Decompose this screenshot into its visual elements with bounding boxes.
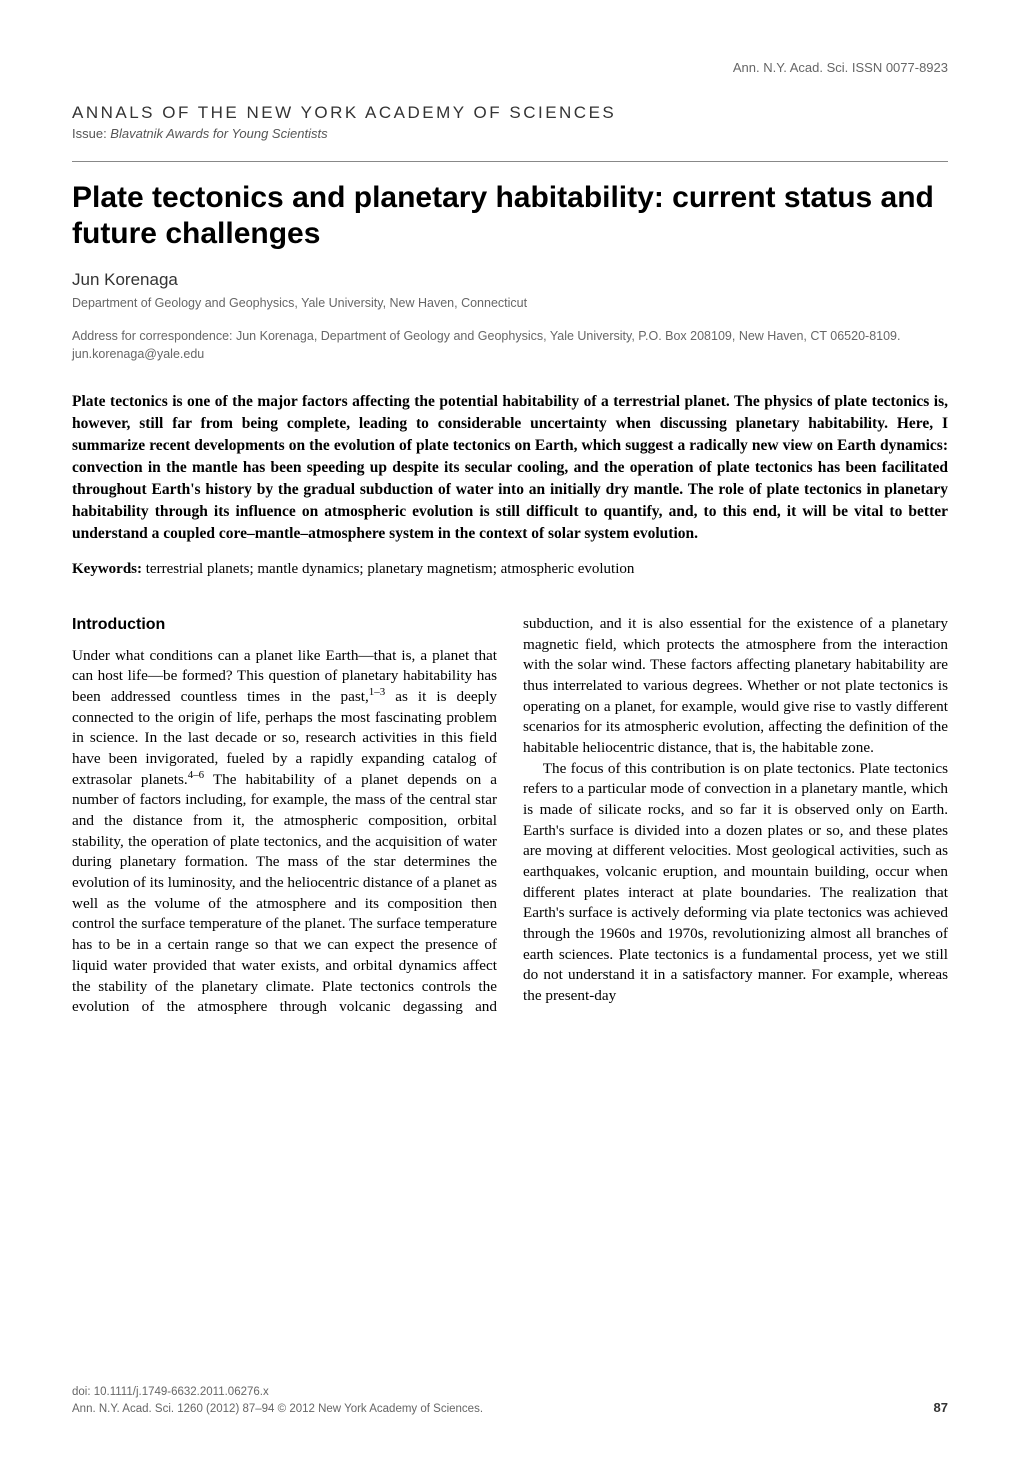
keywords-text: terrestrial planets; mantle dynamics; pl… [142, 561, 634, 577]
article-title: Plate tectonics and planetary habitabili… [72, 180, 948, 252]
issue-line: Issue: Blavatnik Awards for Young Scient… [72, 126, 948, 141]
issn-line: Ann. N.Y. Acad. Sci. ISSN 0077-8923 [72, 60, 948, 75]
body-paragraph: The focus of this contribution is on pla… [523, 759, 948, 1007]
citation-text: Ann. N.Y. Acad. Sci. 1260 (2012) 87–94 ©… [72, 1403, 483, 1415]
abstract-text: Plate tectonics is one of the major fact… [72, 391, 948, 545]
issue-label: Issue: [72, 126, 110, 141]
citation-ref: 4–6 [188, 769, 204, 781]
citation-ref: 1–3 [369, 686, 385, 698]
doi-line: doi: 10.1111/j.1749-6632.2011.06276.x [72, 1386, 948, 1398]
keywords-line: Keywords: terrestrial planets; mantle dy… [72, 561, 948, 578]
author-name: Jun Korenaga [72, 270, 948, 290]
issue-name: Blavatnik Awards for Young Scientists [110, 126, 327, 141]
correspondence-address: Address for correspondence: Jun Korenaga… [72, 328, 948, 363]
keywords-label: Keywords: [72, 561, 142, 577]
citation-line: Ann. N.Y. Acad. Sci. 1260 (2012) 87–94 ©… [72, 1400, 948, 1415]
section-heading-introduction: Introduction [72, 614, 497, 636]
page-footer: doi: 10.1111/j.1749-6632.2011.06276.x An… [72, 1386, 948, 1415]
journal-series-title: ANNALS OF THE NEW YORK ACADEMY OF SCIENC… [72, 103, 948, 123]
body-columns: Introduction Under what conditions can a… [72, 614, 948, 1018]
author-affiliation: Department of Geology and Geophysics, Ya… [72, 296, 948, 310]
divider-rule [72, 161, 948, 162]
page-number: 87 [934, 1400, 948, 1415]
